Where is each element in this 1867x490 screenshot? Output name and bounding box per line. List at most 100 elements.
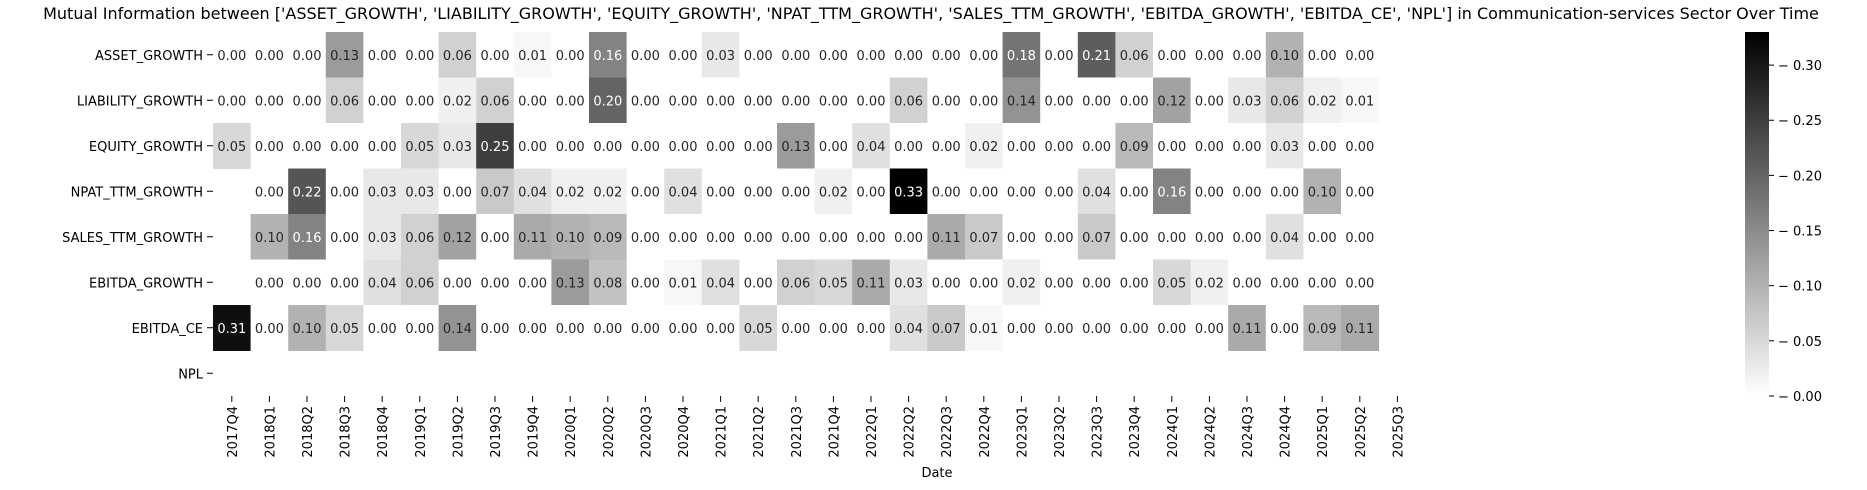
heatmap-cell — [1153, 123, 1192, 169]
heatmap-cell — [1077, 32, 1116, 78]
heatmap-cell — [551, 305, 590, 351]
column-label: 2025Q3 — [1391, 406, 1406, 458]
cell-value-label: 0.31 — [217, 322, 246, 337]
heatmap-cell — [777, 77, 816, 124]
heatmap-cell — [1077, 305, 1116, 351]
heatmap-cell — [1040, 32, 1079, 78]
cell-value-label: 0.07 — [1082, 231, 1111, 246]
heatmap-cell — [250, 168, 289, 215]
column-label: 2021Q1 — [715, 406, 730, 458]
heatmap-cell — [965, 123, 1004, 169]
heatmap-cell — [927, 259, 966, 306]
heatmap-cell — [476, 168, 515, 215]
cell-value-label: 0.05 — [405, 140, 434, 155]
heatmap-cell — [626, 32, 665, 78]
cell-value-label: 0.14 — [1007, 94, 1036, 109]
heatmap-cell — [1265, 77, 1304, 124]
heatmap-cell — [363, 259, 402, 306]
cell-value-label: 0.03 — [443, 140, 472, 155]
cell-value-label: 0.00 — [217, 94, 246, 109]
heatmap-cell — [551, 77, 590, 124]
cell-value-label: 0.00 — [217, 49, 246, 64]
cell-value-label: 0.00 — [819, 94, 848, 109]
heatmap-cell — [664, 305, 703, 351]
cell-value-label: 0.00 — [631, 49, 660, 64]
column-label: 2023Q3 — [1091, 406, 1106, 458]
cell-value-label: 0.22 — [293, 185, 322, 200]
heatmap-cell — [664, 32, 703, 78]
cell-value-label: 0.00 — [669, 322, 698, 337]
heatmap-cell — [513, 123, 552, 169]
cell-value-label: 0.00 — [857, 185, 886, 200]
heatmap-cell — [363, 214, 402, 260]
heatmap-cell — [739, 123, 778, 169]
cell-value-label: 0.00 — [1157, 231, 1186, 246]
heatmap-cell — [213, 77, 252, 124]
column-label: 2018Q1 — [263, 406, 278, 458]
heatmap-cell — [1115, 32, 1154, 78]
heatmap-cell — [476, 32, 515, 78]
heatmap-cell — [363, 32, 402, 78]
cell-value-label: 0.18 — [1007, 49, 1036, 64]
heatmap-cell — [250, 305, 289, 351]
heatmap-cell — [814, 168, 853, 215]
column-label: 2025Q2 — [1354, 406, 1369, 458]
cell-value-label: 0.00 — [781, 185, 810, 200]
cell-value-label: 0.00 — [1157, 140, 1186, 155]
cell-value-label: 0.09 — [593, 231, 622, 246]
cell-value-label: 0.03 — [894, 276, 923, 291]
column-label: 2022Q4 — [978, 406, 993, 458]
heatmap-cell — [438, 168, 477, 215]
heatmap-cell — [965, 259, 1004, 306]
heatmap-cell — [1040, 259, 1079, 306]
cell-value-label: 0.01 — [669, 276, 698, 291]
cell-value-label: 0.00 — [1195, 231, 1224, 246]
heatmap-cell — [438, 305, 477, 351]
cell-value-label: 0.00 — [631, 276, 660, 291]
heatmap-cell — [213, 305, 252, 351]
cell-value-label: 0.09 — [1120, 140, 1149, 155]
column-label: 2025Q1 — [1316, 406, 1331, 458]
heatmap-cell — [1002, 168, 1041, 215]
cell-value-label: 0.00 — [330, 276, 359, 291]
row-label: NPL — [178, 367, 204, 382]
cell-value-label: 0.00 — [932, 185, 961, 200]
heatmap-cell — [250, 77, 289, 124]
heatmap-cell — [325, 77, 364, 124]
column-label: 2023Q4 — [1128, 406, 1143, 458]
heatmap-cell — [288, 32, 327, 78]
cell-value-label: 0.00 — [857, 49, 886, 64]
colorbar: − 0.00 − 0.05 − 0.10 − 0.15 − 0.20 − 0.25 − 0.… — [1745, 32, 1822, 405]
heatmap-cell — [476, 77, 515, 124]
cell-value-label: 0.04 — [894, 322, 923, 337]
heatmap-cell — [1115, 123, 1154, 169]
heatmap-cell — [1303, 77, 1342, 124]
cell-value-label: 0.00 — [706, 231, 735, 246]
cell-value-label: 0.21 — [1082, 49, 1111, 64]
heatmap-cell — [551, 123, 590, 169]
column-label: 2020Q2 — [602, 406, 617, 458]
heatmap-cell — [664, 123, 703, 169]
cell-value-label: 0.00 — [443, 185, 472, 200]
column-label: 2019Q3 — [489, 406, 504, 458]
cell-value-label: 0.13 — [556, 276, 585, 291]
heatmap-cell — [1228, 305, 1267, 351]
heatmap-cell — [739, 168, 778, 215]
cell-value-label: 0.02 — [593, 185, 622, 200]
cell-value-label: 0.00 — [556, 322, 585, 337]
colorbar-tick-label: − 0.00 — [1778, 390, 1822, 405]
heatmap-cell — [288, 305, 327, 351]
heatmap-cell — [1265, 123, 1304, 169]
cell-value-label: 0.00 — [857, 94, 886, 109]
cell-value-label: 0.13 — [330, 49, 359, 64]
heatmap-cell — [1341, 77, 1380, 124]
heatmap-cell — [739, 305, 778, 351]
cell-value-label: 0.00 — [1045, 94, 1074, 109]
cell-value-label: 0.00 — [894, 231, 923, 246]
cell-value-label: 0.04 — [857, 140, 886, 155]
heatmap-cell — [965, 305, 1004, 351]
heatmap-cell — [852, 32, 891, 78]
heatmap-cell — [213, 32, 252, 78]
heatmap-cell — [401, 123, 440, 169]
cell-value-label: 0.06 — [894, 94, 923, 109]
